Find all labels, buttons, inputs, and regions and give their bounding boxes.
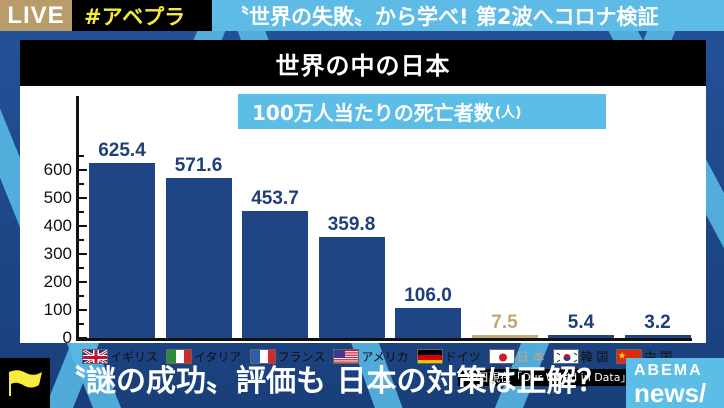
y-tick-label: 500 (43, 188, 72, 207)
flag-icon (9, 370, 42, 396)
legend-label: 日 本 (516, 349, 545, 364)
bar-value-label: 7.5 (491, 312, 518, 333)
lower-third-headline: 〝謎の成功〟評価も 日本の対策は正解？ (56, 364, 607, 399)
bar-value-label: 571.6 (174, 154, 223, 176)
subtitle-text: 100万人当たりの死亡者数 (252, 101, 494, 125)
y-tick (79, 323, 84, 325)
top-headline: 〝世界の失敗〟から学べ! 第2波へコロナ検証 (212, 0, 724, 31)
y-tick-label: 300 (43, 244, 72, 263)
y-tick (79, 197, 87, 199)
legend-item: 韓 国 (552, 348, 609, 365)
legend-item: イタリア (166, 348, 242, 365)
bar-value-label: 453.7 (251, 187, 299, 209)
logo-top-text: ABEMA (634, 362, 703, 379)
bar-6 (471, 335, 538, 338)
legend-label: イギリス (110, 349, 159, 364)
chart-panel: 世界の中の日本 100万人当たりの死亡者数 (人) 0 100 200 300 400 50… (20, 40, 706, 386)
legend-label: フランス (277, 349, 326, 364)
y-tick (79, 169, 87, 171)
japan-flag-icon (488, 348, 515, 364)
y-tick (79, 267, 84, 269)
abema-news-logo: ABEMA news/ (626, 358, 724, 408)
lower-third-flag-box (0, 358, 50, 408)
y-tick (79, 225, 87, 227)
y-tick-label: 0 (62, 328, 72, 347)
legend-label: 韓 国 (580, 349, 609, 364)
y-tick (79, 281, 87, 283)
bar-value-label: 625.4 (98, 139, 146, 161)
chart-area: 100万人当たりの死亡者数 (人) 0 100 200 300 400 500 600 625… (20, 86, 706, 386)
italy-flag-icon (166, 348, 193, 364)
y-axis (76, 96, 79, 340)
y-tick-label: 400 (43, 216, 72, 235)
legend-item: アメリカ (333, 348, 409, 365)
bar-7 (548, 335, 614, 338)
bar-3 (242, 210, 308, 338)
korea-flag-icon (552, 348, 579, 364)
legend-item: イギリス (82, 348, 158, 365)
y-tick (79, 295, 84, 297)
x-axis (76, 338, 692, 341)
legend-item: フランス (249, 348, 326, 365)
bar-value-label: 3.2 (644, 312, 671, 333)
y-tick (79, 183, 84, 185)
legend-label: ドイツ (444, 349, 481, 364)
y-tick-label: 200 (43, 272, 72, 291)
bar-value-label: 5.4 (567, 312, 595, 333)
legend-item: ドイツ (416, 348, 481, 365)
y-tick-label: 600 (43, 160, 72, 179)
bar-5 (395, 308, 461, 338)
bar-value-label: 359.8 (327, 214, 376, 236)
subtitle-unit: (人) (494, 104, 522, 121)
y-tick (79, 155, 84, 157)
germany-flag-icon (416, 348, 443, 364)
legend-label: アメリカ (361, 349, 409, 364)
live-badge: LIVE (0, 0, 72, 31)
bar-value-label: 106.0 (404, 285, 452, 307)
legend-item: 日 本 (488, 348, 545, 365)
top-banner: LIVE #アベプラ 〝世界の失敗〟から学べ! 第2波へコロナ検証 (0, 0, 724, 31)
program-hashtag: #アベプラ (72, 0, 212, 31)
y-tick (79, 253, 87, 255)
y-tick (79, 239, 84, 241)
bar-8 (624, 335, 691, 338)
logo-bottom-text: news/ (634, 378, 707, 408)
usa-flag-icon (333, 348, 360, 364)
panel-title: 世界の中の日本 (20, 40, 706, 86)
y-tick (79, 211, 84, 213)
legend-label: イタリア (194, 349, 242, 364)
y-tick (79, 309, 87, 311)
bar-4 (318, 237, 385, 338)
bar-2 (165, 177, 232, 338)
bar-1 (89, 162, 155, 338)
y-tick-label: 100 (43, 300, 72, 319)
france-flag-icon (249, 348, 276, 364)
chart-subtitle: 100万人当たりの死亡者数 (人) (238, 94, 606, 129)
uk-flag-icon (82, 348, 108, 364)
